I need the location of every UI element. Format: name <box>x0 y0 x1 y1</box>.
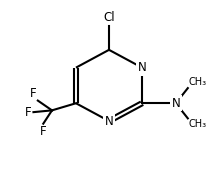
Text: F: F <box>30 87 37 100</box>
Text: N: N <box>171 97 180 110</box>
Text: CH₃: CH₃ <box>189 119 207 129</box>
Text: CH₃: CH₃ <box>189 77 207 87</box>
Text: N: N <box>105 114 113 128</box>
Text: N: N <box>138 61 146 74</box>
Text: F: F <box>25 106 32 119</box>
Text: F: F <box>40 125 47 138</box>
Text: Cl: Cl <box>103 11 115 24</box>
